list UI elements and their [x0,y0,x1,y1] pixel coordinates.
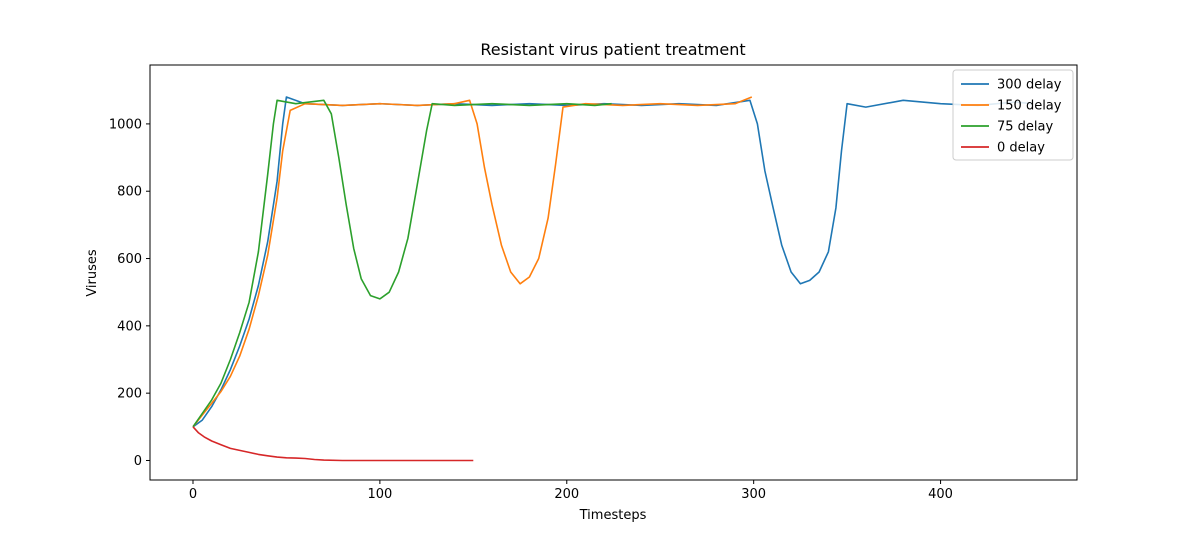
x-tick-label: 0 [189,487,197,502]
x-axis: 0 100 200 300 400 [189,480,953,502]
x-tick-label: 100 [367,487,392,502]
y-axis-label: Viruses [85,249,100,297]
legend: 300 delay 150 delay 75 delay 0 delay [952,69,1074,161]
legend-label: 0 delay [997,141,1045,156]
y-tick-label: 1000 [109,117,142,132]
legend-label: 300 delay [997,78,1062,93]
series-line-0-delay [192,426,474,462]
y-tick-label: 0 [134,454,142,469]
legend-label: 75 delay [997,120,1054,135]
y-axis: 0 200 400 600 800 1000 [109,117,150,469]
y-tick-label: 400 [117,319,142,334]
x-tick-label: 300 [741,487,766,502]
y-tick-label: 800 [117,185,142,200]
y-tick-label: 600 [117,252,142,267]
x-tick-label: 400 [928,487,953,502]
y-tick-label: 200 [117,387,142,402]
chart-title: Resistant virus patient treatment [480,40,745,59]
series-line-150-delay [192,96,753,428]
series-line-75-delay [192,99,612,428]
x-tick-label: 200 [554,487,579,502]
legend-box [952,69,1074,161]
plot-lines [192,96,1033,462]
x-axis-label: Timesteps [579,508,647,523]
plot-frame [149,64,1078,481]
series-line-300-delay [192,96,1033,428]
legend-label: 150 delay [997,99,1062,114]
